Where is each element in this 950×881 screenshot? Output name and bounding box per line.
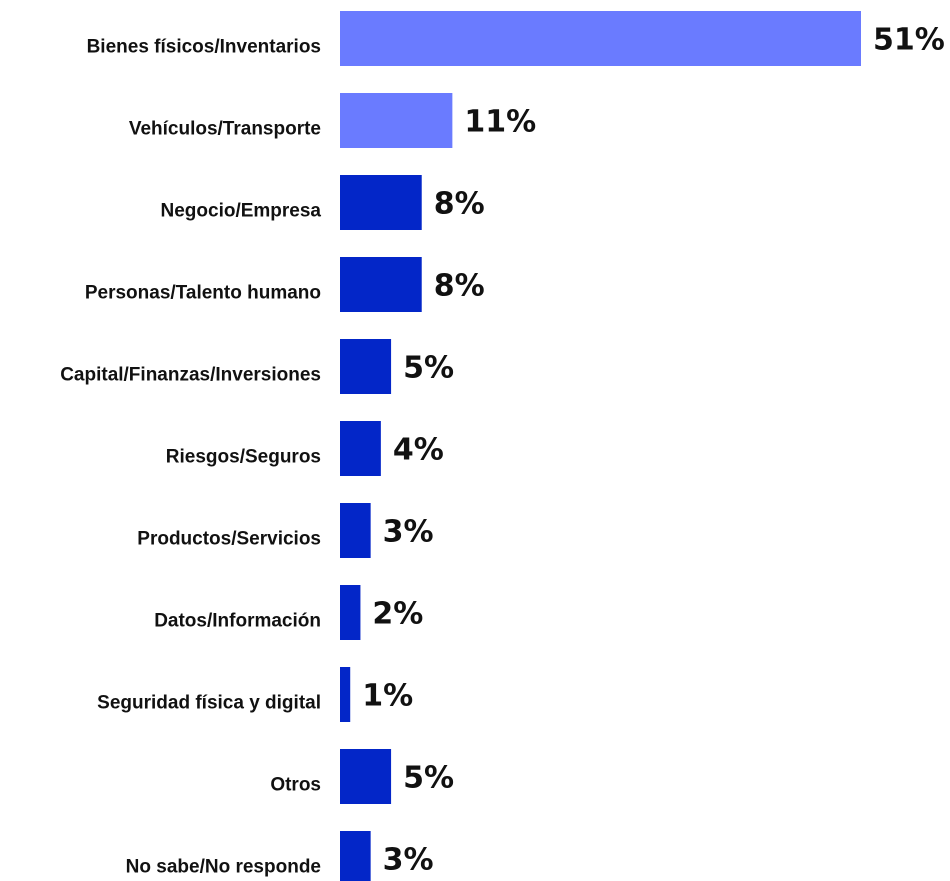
value-label-9: 5% — [403, 761, 454, 796]
bar-3 — [340, 257, 422, 312]
bar-4 — [340, 339, 392, 394]
value-label-8: 1% — [362, 679, 413, 714]
category-label-1: Vehículos/Transporte — [129, 119, 321, 140]
category-label-9: Otros — [270, 775, 321, 796]
category-label-6: Productos/Servicios — [137, 529, 321, 550]
bar-10 — [340, 831, 371, 881]
category-label-10: No sabe/No responde — [126, 857, 321, 878]
bars-group — [340, 11, 861, 881]
bar-8 — [340, 667, 351, 722]
value-label-5: 4% — [393, 433, 444, 468]
value-label-7: 2% — [372, 597, 423, 632]
value-label-0: 51% — [873, 23, 945, 58]
category-label-0: Bienes físicos/Inventarios — [87, 37, 321, 58]
value-label-3: 8% — [434, 269, 485, 304]
bar-2 — [340, 175, 422, 230]
bar-9 — [340, 749, 392, 804]
bar-6 — [340, 503, 371, 558]
value-label-4: 5% — [403, 351, 454, 386]
value-label-2: 8% — [434, 187, 485, 222]
value-label-1: 11% — [464, 105, 536, 140]
category-label-2: Negocio/Empresa — [161, 201, 322, 222]
category-label-4: Capital/Finanzas/Inversiones — [60, 365, 321, 386]
value-labels-group: 51% 11% 8% 8% 5% 4% 3% 2% 1% 5% 3% — [362, 23, 945, 878]
category-label-8: Seguridad física y digital — [97, 693, 321, 714]
bar-1 — [340, 93, 453, 148]
category-label-5: Riesgos/Seguros — [166, 447, 321, 468]
category-labels-group: Bienes físicos/Inventarios Vehículos/Tran… — [60, 37, 321, 878]
bar-5 — [340, 421, 381, 476]
value-label-6: 3% — [383, 515, 434, 550]
category-label-7: Datos/Información — [154, 611, 321, 632]
value-label-10: 3% — [383, 843, 434, 878]
bar-7 — [340, 585, 361, 640]
category-label-3: Personas/Talento humano — [85, 283, 321, 304]
bar-0 — [340, 11, 861, 66]
